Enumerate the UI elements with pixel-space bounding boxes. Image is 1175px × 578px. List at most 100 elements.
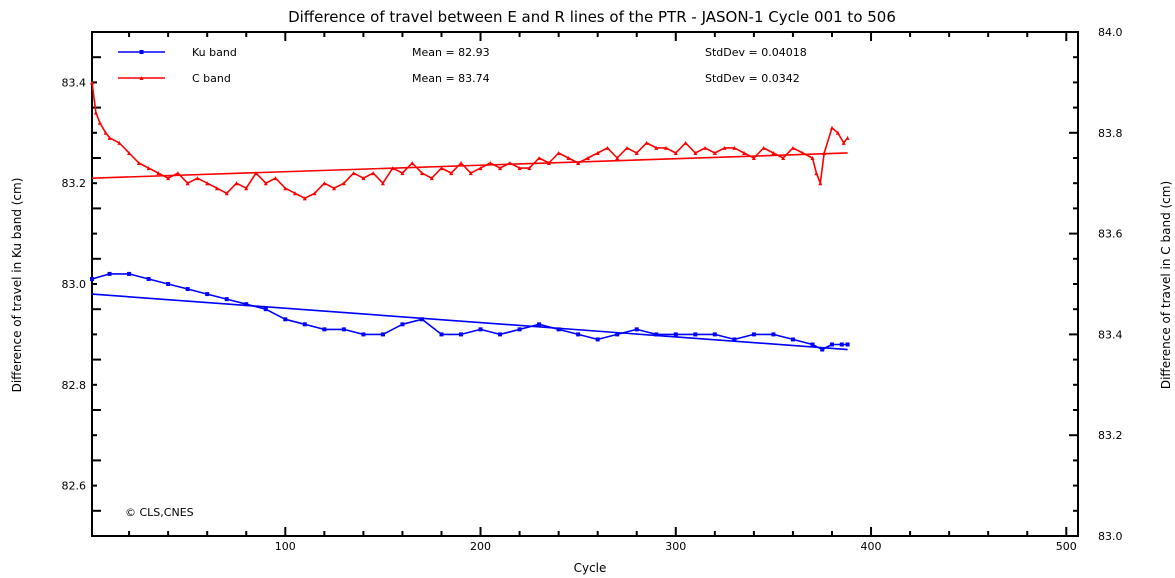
c-band-point bbox=[449, 171, 454, 176]
y-right-tick-label: 83.0 bbox=[1098, 530, 1123, 543]
c-band-point bbox=[566, 156, 571, 160]
c-band-point bbox=[302, 196, 307, 201]
c-band-point bbox=[634, 150, 639, 155]
ku-mean-label: Mean = 82.93 bbox=[412, 46, 490, 59]
ku-band-point bbox=[576, 332, 581, 337]
c-band-point bbox=[351, 171, 356, 176]
ku-band-point bbox=[439, 332, 444, 337]
c-band-point bbox=[419, 171, 424, 176]
ku-band-point bbox=[771, 332, 776, 337]
ku-band-point bbox=[380, 332, 385, 337]
c-band-point bbox=[341, 181, 346, 186]
c-band-point bbox=[166, 176, 171, 181]
c-band-point bbox=[537, 156, 542, 160]
c-band-point bbox=[507, 161, 512, 166]
c-band-point bbox=[693, 150, 698, 155]
c-band-point bbox=[712, 150, 717, 155]
c-band-point bbox=[810, 156, 815, 160]
ku-band-point bbox=[537, 322, 542, 327]
ku-band-point bbox=[322, 327, 327, 332]
ku-band-point bbox=[302, 322, 307, 327]
c-band-point bbox=[283, 186, 288, 191]
c-band-point bbox=[615, 156, 620, 160]
c-band-point bbox=[429, 176, 434, 181]
c-band-point bbox=[488, 161, 493, 166]
c-band-trend-line bbox=[91, 152, 848, 179]
ku-band-point bbox=[263, 307, 268, 312]
ku-band-point bbox=[90, 276, 94, 281]
ku-band-point bbox=[712, 332, 717, 337]
c-band-point bbox=[761, 145, 766, 150]
ku-band-point bbox=[146, 276, 151, 281]
c-mean-label: Mean = 83.74 bbox=[412, 72, 490, 85]
ku-band-point bbox=[839, 342, 844, 347]
c-band-point bbox=[332, 186, 337, 191]
c-band-point bbox=[781, 156, 786, 160]
c-band-point bbox=[585, 156, 590, 160]
ku-band-point bbox=[224, 297, 229, 302]
c-band-point bbox=[841, 140, 846, 145]
c-band-point bbox=[136, 161, 141, 166]
ku-band-point bbox=[283, 317, 288, 322]
ku-band-point bbox=[634, 327, 639, 332]
c-band-point bbox=[107, 135, 112, 140]
c-band-point bbox=[498, 166, 503, 171]
y-left-tick-label: 83.2 bbox=[62, 177, 87, 190]
c-band-point bbox=[146, 166, 151, 171]
ku-band-point bbox=[615, 332, 620, 337]
c-band-point bbox=[390, 166, 395, 171]
c-band-point bbox=[624, 145, 629, 150]
c-band-point bbox=[293, 191, 298, 196]
x-tick-label: 300 bbox=[665, 540, 686, 553]
c-band-point bbox=[97, 120, 102, 125]
c-band-point bbox=[673, 150, 678, 155]
y-left-tick-label: 83.4 bbox=[62, 76, 87, 89]
ku-band-point bbox=[205, 292, 210, 297]
ku-band-point bbox=[790, 337, 795, 342]
copyright-text: © CLS,CNES bbox=[125, 506, 194, 519]
c-band-point bbox=[468, 171, 473, 176]
ku-band-point bbox=[556, 327, 561, 332]
c-band-point bbox=[263, 181, 268, 186]
c-band-point bbox=[595, 150, 600, 155]
ku-band-point bbox=[419, 317, 424, 322]
plot-frame bbox=[91, 31, 1079, 537]
c-band-point bbox=[845, 135, 850, 140]
c-legend-marker bbox=[139, 76, 144, 80]
ku-band-point bbox=[127, 271, 132, 276]
y-axis-left-label: Difference of travel in Ku band (cm) bbox=[10, 178, 24, 393]
c-stddev-label: StdDev = 0.0342 bbox=[705, 72, 800, 85]
x-tick-label: 100 bbox=[275, 540, 296, 553]
c-band-series-line bbox=[91, 82, 849, 200]
c-band-point bbox=[459, 161, 464, 166]
y-right-tick-label: 83.6 bbox=[1098, 228, 1123, 241]
ku-band-point bbox=[845, 342, 850, 347]
c-band-point bbox=[790, 145, 795, 150]
c-band-point bbox=[822, 150, 827, 155]
c-band-point bbox=[410, 161, 415, 166]
c-band-point bbox=[800, 150, 805, 155]
x-tick-label: 500 bbox=[1056, 540, 1077, 553]
c-band-point bbox=[185, 181, 190, 186]
y-right-tick-label: 83.4 bbox=[1098, 328, 1123, 341]
c-band-point bbox=[703, 145, 708, 150]
y-left-tick-label: 82.6 bbox=[62, 480, 87, 493]
series-lines bbox=[90, 80, 850, 352]
ku-band-point bbox=[498, 332, 503, 337]
c-band-point bbox=[103, 130, 108, 135]
c-band-point bbox=[835, 130, 840, 135]
c-band-point bbox=[205, 181, 210, 186]
c-band-point bbox=[371, 171, 376, 176]
c-band-point bbox=[732, 145, 737, 150]
c-band-point bbox=[93, 110, 98, 115]
ku-stddev-label: StdDev = 0.04018 bbox=[705, 46, 807, 59]
ku-band-point bbox=[361, 332, 366, 337]
ku-band-point bbox=[654, 332, 659, 337]
c-band-point bbox=[254, 171, 259, 176]
ku-band-point bbox=[107, 271, 112, 276]
ku-band-point bbox=[732, 337, 737, 342]
c-band-point bbox=[234, 181, 239, 186]
x-axis-label: Cycle bbox=[574, 561, 607, 575]
c-band-point bbox=[829, 125, 834, 130]
